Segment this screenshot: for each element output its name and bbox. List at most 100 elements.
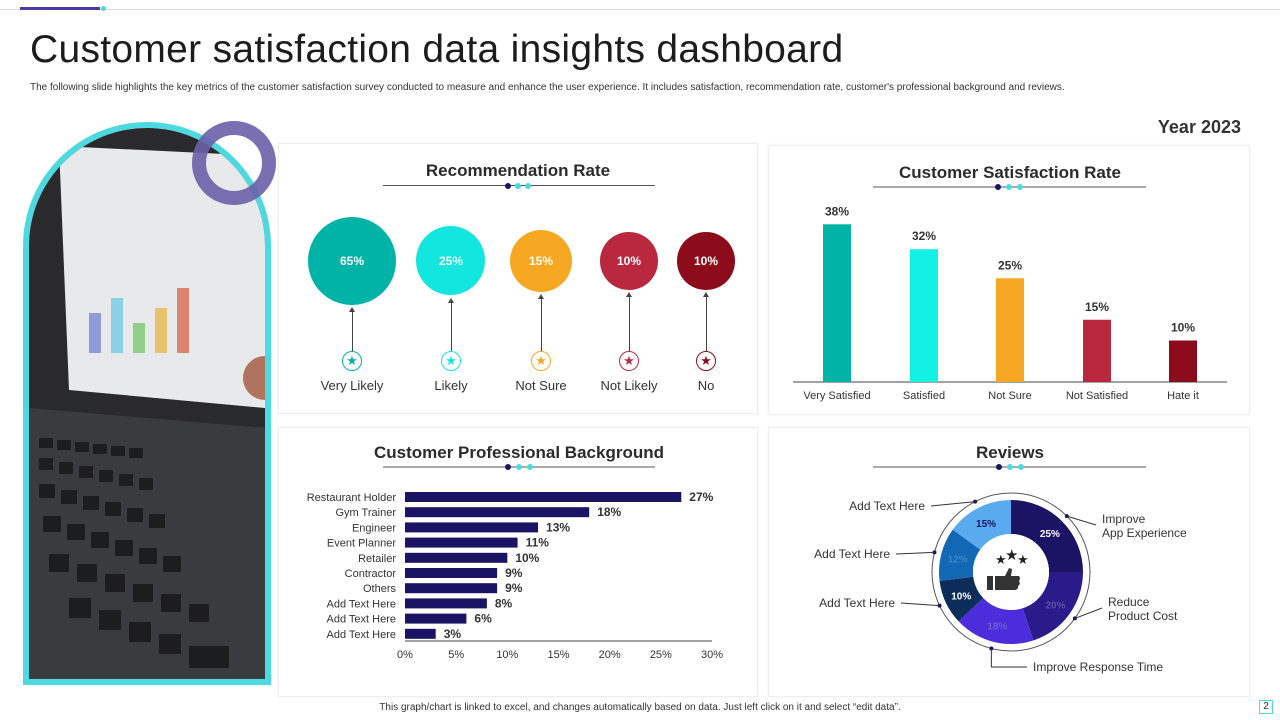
page-subtitle: The following slide highlights the key m… — [30, 82, 1065, 93]
laptop-illustration — [29, 128, 265, 679]
reviews-slice — [952, 500, 1011, 550]
background-bar — [405, 613, 467, 624]
background-value-label: 9% — [505, 581, 523, 595]
reviews-slice — [939, 576, 984, 622]
satisfaction-value-label: 15% — [1085, 300, 1109, 314]
decorative-ring — [192, 121, 276, 205]
star-icon: ★ — [619, 351, 639, 371]
reviews-category-label: App Experience — [1102, 526, 1187, 540]
satisfaction-bar-chart: Customer Satisfaction Rate 38% Very Satis… — [793, 163, 1227, 402]
background-bar — [405, 598, 487, 609]
recommendation-connector — [352, 311, 353, 351]
satisfaction-bar — [996, 278, 1024, 382]
reviews-slice-label: 25% — [1040, 529, 1060, 540]
satisfaction-bar — [1083, 319, 1111, 382]
reviews-panel: Reviews 25% 20% 18% 10% 12% 15% ★ ★ ★ Improve… — [768, 427, 1250, 697]
recommendation-circle: 10% — [600, 232, 658, 290]
background-x-tick-label: 20% — [599, 649, 621, 661]
star-icon: ★ — [696, 351, 716, 371]
reviews-category-label: Product Cost — [1108, 609, 1178, 623]
top-accent-dot — [101, 6, 106, 11]
background-bar — [405, 492, 682, 502]
background-category-label: Event Planner — [327, 538, 396, 550]
reviews-category-label: Add Text Here — [814, 547, 890, 561]
background-x-tick-label: 25% — [650, 649, 672, 661]
background-title: Customer Professional Background — [374, 443, 664, 462]
title-rule-dot — [1017, 184, 1023, 190]
page-number: 2 — [1259, 700, 1273, 714]
satisfaction-value-label: 10% — [1171, 321, 1195, 335]
reviews-slice — [1011, 500, 1083, 572]
arrow-up-icon — [349, 307, 355, 312]
title-rule-dot — [516, 464, 522, 470]
recommendation-connector — [629, 295, 630, 351]
reviews-leader-dot — [937, 603, 942, 608]
svg-text:★: ★ — [1017, 552, 1029, 567]
satisfaction-category-label: Not Sure — [988, 390, 1031, 402]
background-category-label: Add Text Here — [326, 614, 396, 626]
recommendation-circle: 25% — [416, 226, 486, 296]
background-category-label: Restaurant Holder — [307, 492, 397, 504]
background-category-label: Gym Trainer — [335, 507, 396, 519]
top-accent-bar — [20, 7, 100, 10]
reviews-leader-dot — [973, 499, 978, 504]
recommendation-label: No — [697, 378, 715, 393]
satisfaction-category-label: Not Satisfied — [1066, 390, 1128, 402]
reviews-leader-line — [895, 551, 935, 555]
title-rule-dot — [1018, 464, 1024, 470]
satisfaction-bar — [823, 224, 851, 382]
reviews-leader-dot — [1064, 514, 1069, 519]
background-bar — [405, 537, 518, 548]
title-rule-dot — [1007, 464, 1013, 470]
reviews-slice-label: 15% — [976, 519, 996, 530]
reviews-category-label: Add Text Here — [849, 499, 925, 513]
reviews-leader-line — [1074, 607, 1103, 619]
background-bar — [405, 552, 508, 563]
arrow-up-icon — [703, 291, 709, 297]
reviews-slice-label: 18% — [987, 621, 1007, 632]
background-bar — [405, 568, 498, 578]
satisfaction-category-label: Very Satisfied — [803, 390, 870, 402]
background-bar — [405, 522, 539, 533]
background-x-tick-label: 10% — [496, 649, 518, 661]
background-value-label: 13% — [546, 520, 570, 534]
reviews-leader-line — [1066, 515, 1097, 526]
recommendation-title: Recommendation Rate — [425, 161, 611, 180]
recommendation-label: Likely — [434, 378, 468, 393]
background-panel: Customer Professional Background Restaur… — [278, 427, 758, 697]
satisfaction-category-label: Satisfied — [903, 390, 945, 402]
reviews-category-label: Improve Response Time — [1033, 660, 1163, 674]
background-category-label: Add Text Here — [326, 629, 396, 641]
background-x-tick-label: 15% — [547, 649, 569, 661]
background-bar — [405, 507, 590, 518]
background-value-label: 6% — [474, 612, 492, 626]
title-rule-dots — [505, 183, 535, 189]
satisfaction-value-label: 38% — [825, 204, 849, 218]
recommendation-circle: 10% — [677, 232, 735, 290]
top-divider — [0, 9, 1280, 10]
recommendation-connector — [541, 298, 542, 351]
arrow-up-icon — [626, 291, 632, 297]
background-bar-chart: Customer Professional Background Restaur… — [307, 443, 724, 661]
star-icon: ★ — [342, 351, 362, 371]
footer-note: This graph/chart is linked to excel, and… — [379, 702, 901, 713]
reviews-slice — [958, 598, 1034, 644]
svg-text:★: ★ — [1005, 547, 1018, 564]
reviews-category-label: Reduce — [1108, 595, 1150, 609]
recommendation-connector — [451, 301, 452, 351]
reviews-title: Reviews — [976, 443, 1044, 462]
recommendation-circle: 15% — [509, 229, 572, 292]
recommendation-circle: 65% — [308, 217, 396, 305]
background-x-tick-label: 30% — [701, 649, 723, 661]
background-category-label: Add Text Here — [326, 598, 396, 610]
background-x-tick-label: 0% — [397, 649, 413, 661]
satisfaction-bar — [910, 249, 938, 382]
title-rule-dot — [505, 464, 511, 470]
background-value-label: 3% — [444, 627, 462, 641]
page-title: Customer satisfaction data insights dash… — [30, 28, 844, 71]
reviews-leader-line — [900, 602, 940, 607]
background-bar — [405, 583, 498, 594]
thumbs-up-stars-icon: ★ ★ ★ — [987, 547, 1029, 590]
satisfaction-value-label: 32% — [912, 229, 936, 243]
satisfaction-bar — [1169, 340, 1197, 382]
